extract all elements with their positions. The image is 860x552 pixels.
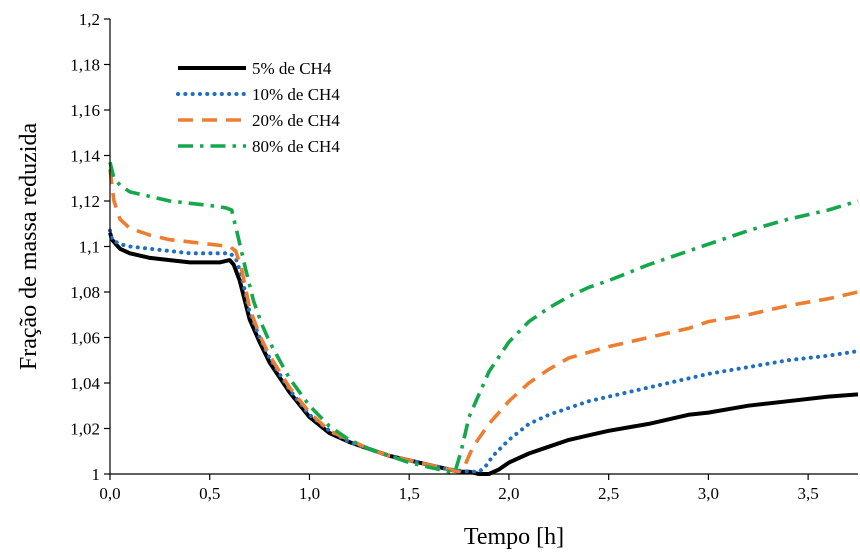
y-tick-label: 1,2 xyxy=(79,10,100,29)
y-tick-label: 1,02 xyxy=(70,420,100,439)
series-line-4 xyxy=(108,161,859,474)
y-tick-label: 1,12 xyxy=(70,192,100,211)
ticks: 1 1,02 1,04 1,06 1,08 1,1 1,12 1,14 1,16 1,18 1,2 0… xyxy=(70,10,819,503)
series-layer xyxy=(108,161,860,476)
y-tick-label: 1,06 xyxy=(70,329,100,348)
x-tick-label: 3,5 xyxy=(798,484,819,503)
y-tick-label: 1,04 xyxy=(70,374,100,393)
x-tick-label: 0,0 xyxy=(99,484,120,503)
y-axis-title: Fração de massa reduzida xyxy=(16,123,42,371)
y-tick-label: 1,08 xyxy=(70,283,100,302)
x-tick-label: 2,0 xyxy=(498,484,519,503)
x-axis-title: Tempo [h] xyxy=(464,524,564,550)
x-tick-label: 2,5 xyxy=(598,484,619,503)
legend: 5% de CH4 10% de CH4 20% de CH4 80% de CH4 xyxy=(176,59,340,156)
y-tick-label: 1 xyxy=(92,465,101,484)
x-tick-label: 0,5 xyxy=(199,484,220,503)
x-tick-label: 1,5 xyxy=(399,484,420,503)
x-tick-label: 3,0 xyxy=(698,484,719,503)
y-tick-label: 1,18 xyxy=(70,56,100,75)
y-tick-label: 1,1 xyxy=(79,238,100,257)
legend-label-2: 10% de CH4 xyxy=(252,85,340,104)
legend-label-3: 20% de CH4 xyxy=(252,111,340,130)
y-tick-label: 1,14 xyxy=(70,147,100,166)
series-line-3 xyxy=(108,168,859,474)
legend-label-1: 5% de CH4 xyxy=(252,59,332,78)
x-tick-label: 1,0 xyxy=(299,484,320,503)
y-tick-label: 1,16 xyxy=(70,101,100,120)
legend-label-4: 80% de CH4 xyxy=(252,137,340,156)
